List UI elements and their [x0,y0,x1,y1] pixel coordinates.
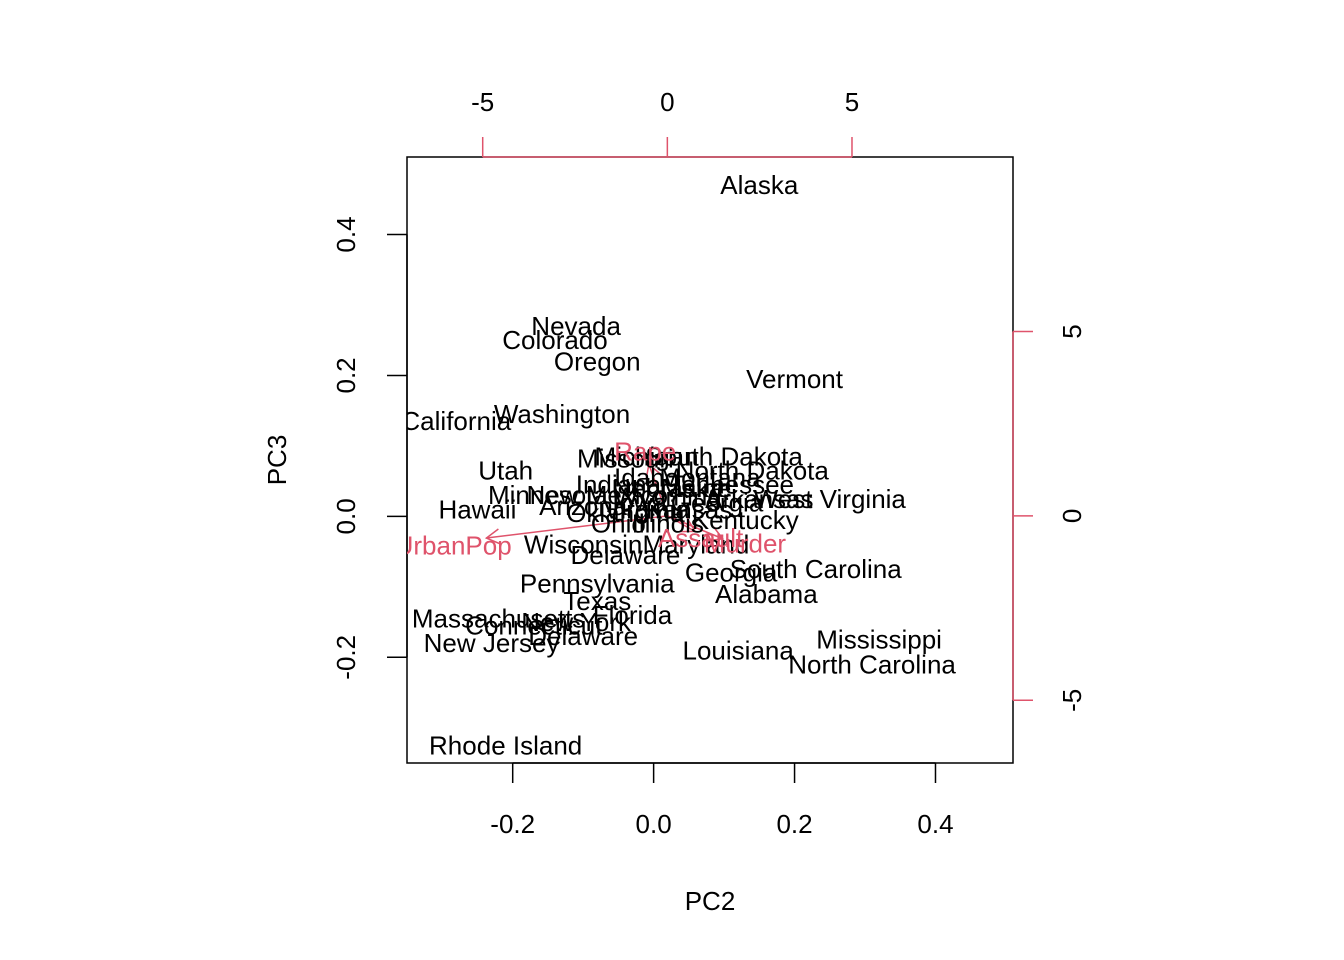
point-label: Missouri [577,444,674,474]
point-label: Hawaii [438,494,516,524]
point-label: Nebraska [612,473,724,503]
loading-arrow-shaft [667,515,724,540]
point-label: Mississippi [816,625,942,655]
point-label: Minnesota [488,480,608,510]
point-label: Arizona [539,491,628,521]
point-label: Colorado [502,325,608,355]
point-label: Pennsylvania [520,568,675,598]
point-label: Maryland [642,530,749,560]
point-label: New Mexico [526,480,668,510]
point-label: Delaware [528,621,638,651]
loading-arrow-head [484,528,501,545]
point-label: Wyoming [614,482,722,512]
loading-arrows [484,462,725,545]
point-label: Alaska [720,170,799,200]
point-label: Rhode Island [429,730,582,760]
point-label: Vermont [746,364,844,394]
point-label: California [401,406,511,436]
point-label: New Jersey [424,628,560,658]
point-label: Kentucky [692,505,799,535]
y-tick-label: 0.0 [331,498,361,534]
point-label: Wisconsin [524,530,642,560]
point-label: Indiana [576,470,662,500]
point-label: Delaware [571,540,681,570]
y-axis-left: -0.2 0.0 0.2 0.4 [331,216,408,680]
point-label: Massachusetts [412,604,585,634]
point-label: Tennessee [668,470,794,500]
x-tick-label: -0.2 [490,809,535,839]
x-axis-bottom: -0.2 0.0 0.2 0.4 [490,762,954,839]
right-tick-label: -5 [1057,689,1087,712]
point-label: Arkansas [705,484,813,514]
point-label: Montana [659,463,761,493]
point-label: North Carolina [788,649,956,679]
right-tick-label: 5 [1057,324,1087,338]
point-label: Oregon [554,346,641,376]
point-label: Louisiana [683,635,795,665]
point-label: South Carolina [730,554,903,584]
point-label: Maine [660,473,731,503]
point-label: West Virginia [754,484,907,514]
right-tick-label: 0 [1057,509,1087,523]
point-label: Michigan [595,441,699,471]
point-label: Ohio [591,508,646,538]
loading-arrow-shaft [486,515,668,539]
point-label: Nevada [531,311,621,341]
point-label: Idaho [614,463,679,493]
point-label: South Dakota [645,441,803,471]
point-label: Texas [563,586,631,616]
loading-label: Murder [704,529,787,559]
point-label: Kansas [645,494,732,524]
point-label: Virginia [603,494,690,524]
loading-arrow-head [680,518,697,533]
point-label: Georgia [685,558,778,588]
top-tick-label: -5 [471,87,494,117]
y-tick-label: 0.2 [331,357,361,393]
point-label: Connecticut [465,611,603,641]
loading-arrow-shaft [648,463,669,517]
top-tick-label: 5 [845,87,859,117]
point-label: Washington [494,399,630,429]
point-label: New York [521,607,632,637]
loading-label: UrbanPop [395,530,512,560]
loading-label: Rape [614,436,676,466]
x-axis-title: PC2 [685,886,736,916]
point-label: North Dakota [676,456,830,486]
x-axis-top: -5 0 5 [471,87,859,158]
point-label: Iowa [612,487,667,517]
point-label: Georgia [671,487,764,517]
point-label: Alabama [715,579,818,609]
y-axis-right: -5 0 5 [1012,324,1087,712]
point-label: Oklahoma [566,498,685,528]
y-tick-label: -0.2 [331,635,361,680]
top-tick-label: 0 [660,87,674,117]
point-label: Florida [593,600,673,630]
x-tick-label: 0.0 [636,809,672,839]
loading-arrow-head [645,462,661,480]
loading-arrow-head [707,526,725,542]
x-tick-label: 0.2 [776,809,812,839]
y-tick-label: 0.4 [331,216,361,252]
point-label: Utah [478,456,533,486]
y-axis-title: PC3 [262,435,292,486]
point-label: Illinois [632,508,704,538]
x-tick-label: 0.4 [917,809,953,839]
loading-label: Assault [658,523,744,553]
